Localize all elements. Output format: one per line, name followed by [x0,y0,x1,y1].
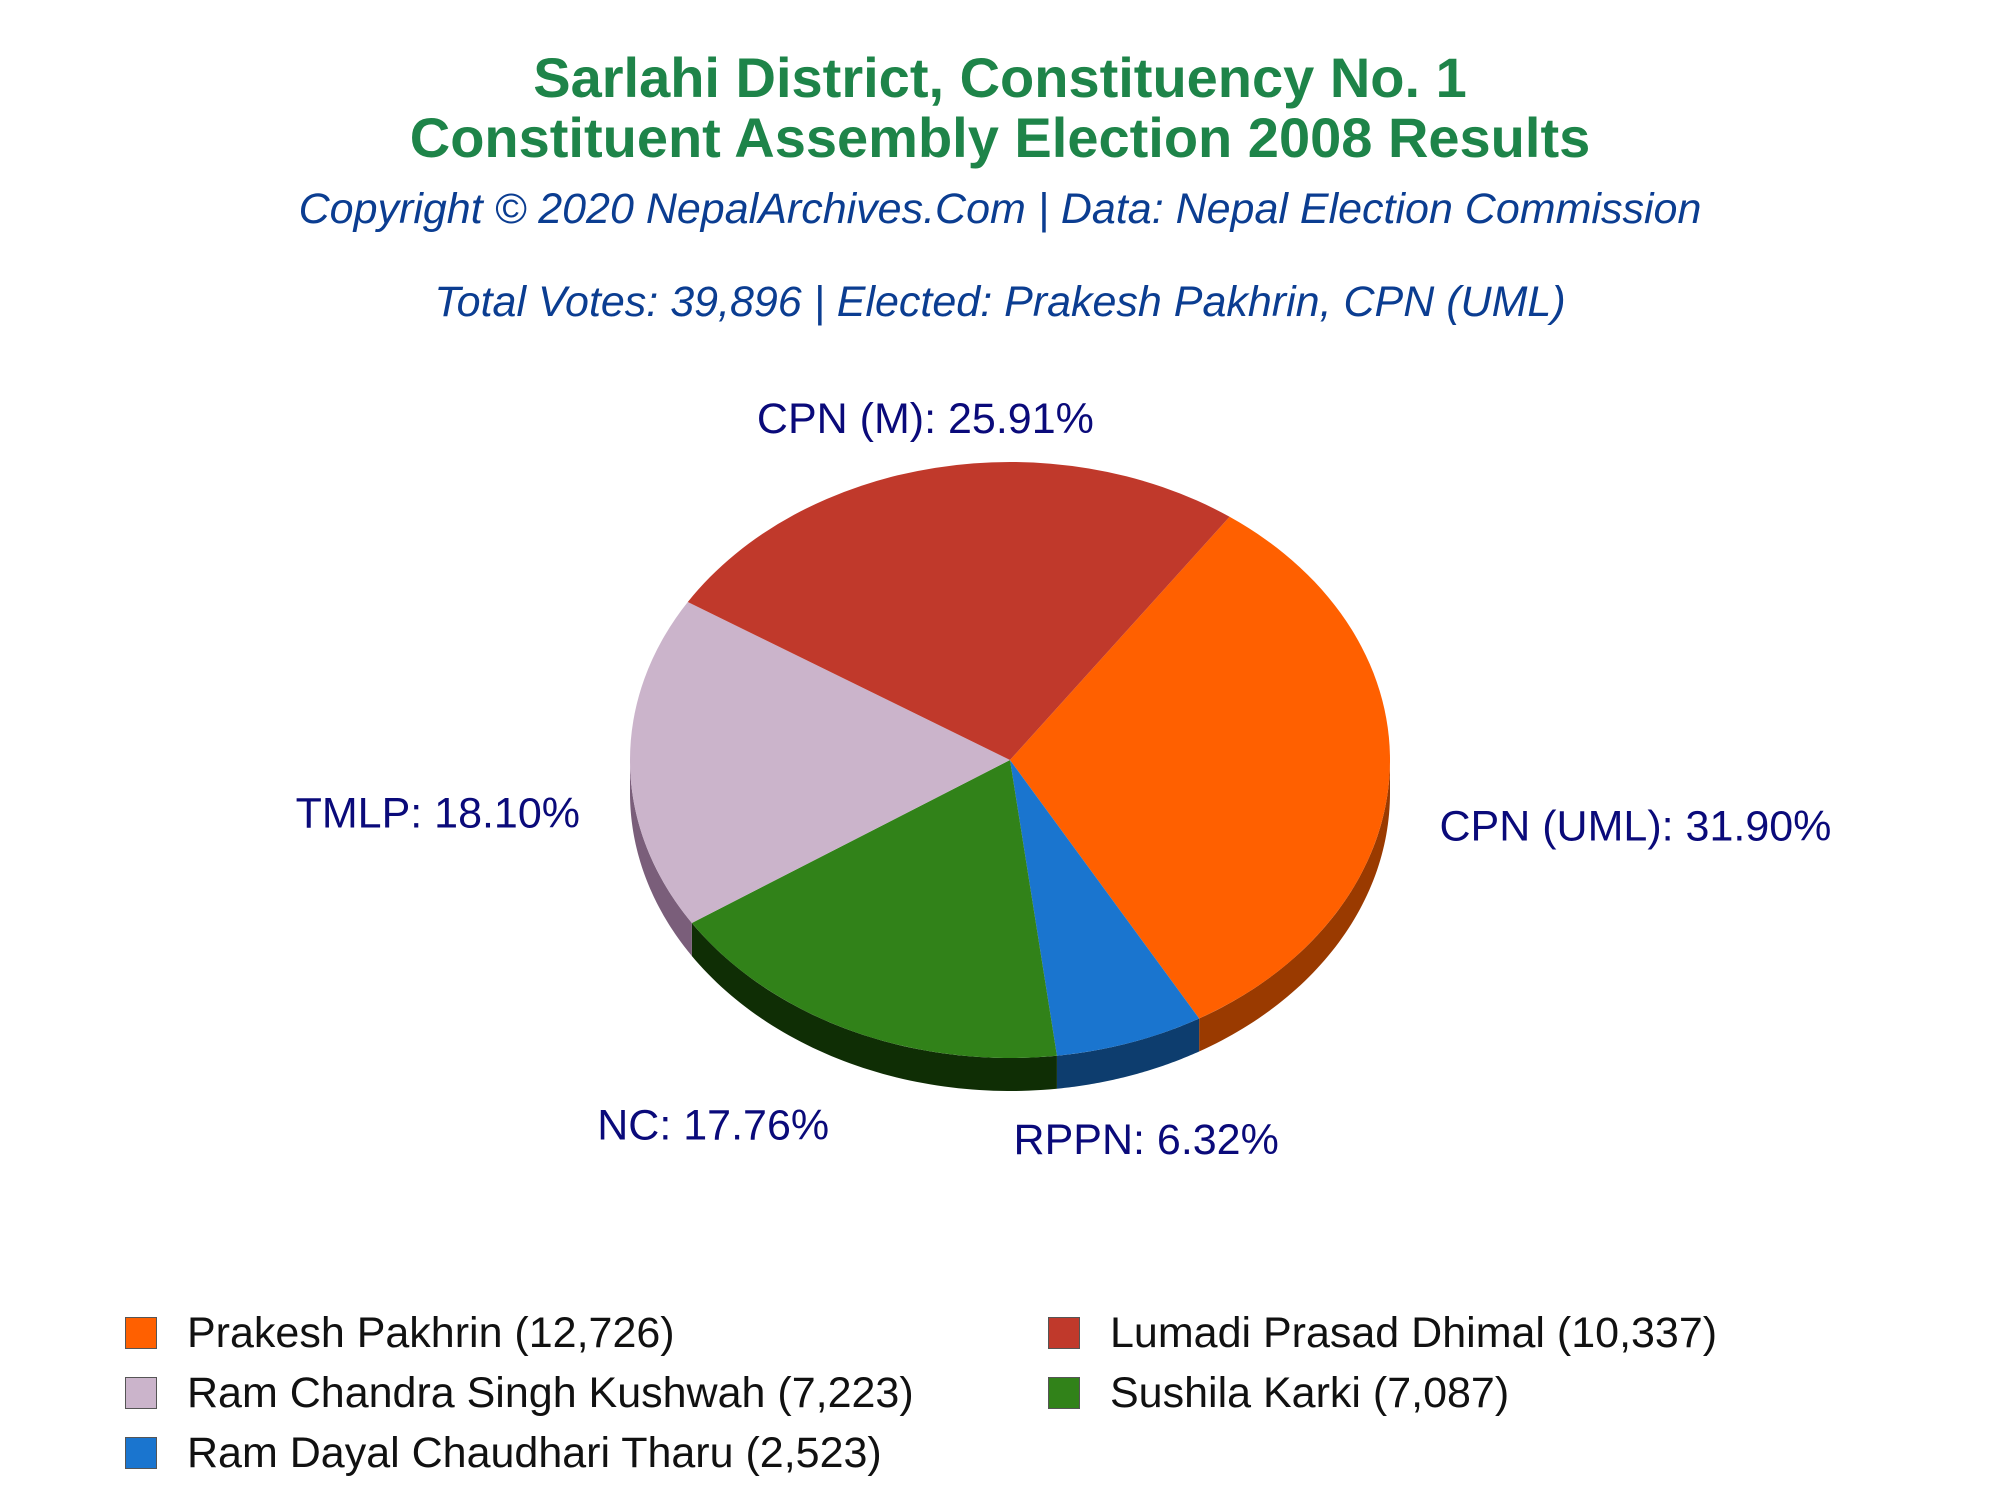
pie-slice-4 [687,461,1230,760]
slice-labels: CPN (UML): 31.90% RPPN: 6.32% NC: 17.76% TM… [296,395,1832,1164]
chart-title-line2: Constituent Assembly Election 2008 Resul… [409,106,1591,169]
pie-side-0 [1199,760,1390,1052]
slice-label-3: TMLP: 18.10% [296,790,580,838]
legend-label: Sushila Karki (7,087) [1110,1368,1510,1417]
slice-label-1: RPPN: 6.32% [1014,1116,1279,1164]
legend-swatch [125,1437,157,1469]
summary-line: Total Votes: 39,896 | Elected: Prakesh P… [434,278,1566,326]
legend-label: Prakesh Pakhrin (12,726) [187,1308,675,1357]
pie-slice-2 [691,760,1057,1059]
pie-sides [630,760,1390,1091]
legend-swatch [125,1377,157,1409]
legend-label: Lumadi Prasad Dhimal (10,337) [1110,1308,1718,1357]
legend-item: Lumadi Prasad Dhimal (10,337) [1048,1305,1717,1361]
pie-side-1 [1056,1018,1200,1089]
pie-slice-0 [1010,516,1391,1019]
chart-legend: Prakesh Pakhrin (12,726) Lumadi Prasad Dh… [0,1305,2000,1495]
legend-swatch [1048,1377,1080,1409]
copyright-note: Copyright © 2020 NepalArchives.Com | Dat… [298,185,1702,233]
pie-side-2 [691,922,1057,1091]
slice-label-4: CPN (M): 25.91% [757,395,1094,443]
legend-item: Ram Dayal Chaudhari Tharu (2,523) [125,1425,882,1481]
slice-label-2: NC: 17.76% [597,1102,829,1150]
pie-chart: CPN (UML): 31.90% RPPN: 6.32% NC: 17.76% TM… [296,395,1832,1164]
pie-side-3 [630,760,692,956]
slice-label-0: CPN (UML): 31.90% [1440,803,1832,851]
pie-slices [629,461,1391,1059]
pie-slice-3 [629,602,1010,923]
legend-label: Ram Dayal Chaudhari Tharu (2,523) [187,1428,882,1477]
legend-item: Prakesh Pakhrin (12,726) [125,1305,675,1361]
legend-swatch [125,1317,157,1349]
legend-label: Ram Chandra Singh Kushwah (7,223) [187,1368,914,1417]
legend-item: Sushila Karki (7,087) [1048,1365,1509,1421]
legend-item: Ram Chandra Singh Kushwah (7,223) [125,1365,914,1421]
pie-slice-1 [1010,760,1200,1056]
chart-title-line1: Sarlahi District, Constituency No. 1 [533,46,1467,109]
legend-swatch [1048,1317,1080,1349]
